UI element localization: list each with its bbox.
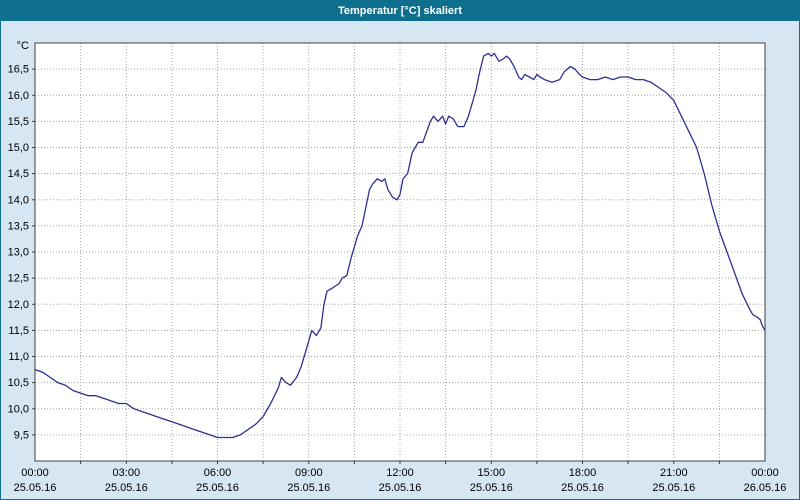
y-tick-label: 13,5 <box>8 220 29 232</box>
temperature-line-chart: 16,5 16,0 15,5 15,0 14,5 14,0 13,5 13,0 12,5 12,0… <box>8 40 787 494</box>
y-tick-label: 10,5 <box>8 377 29 389</box>
x-tick-time: 12:00 <box>386 467 414 479</box>
y-tick-label: 13,0 <box>8 247 29 259</box>
y-tick-label: 11,0 <box>8 351 29 363</box>
y-tick-label: 14,5 <box>8 168 29 180</box>
y-tick-label: 12,0 <box>8 299 29 311</box>
chart-area: 16,5 16,0 15,5 15,0 14,5 14,0 13,5 13,0 12,5 12,0… <box>1 21 799 499</box>
x-tick-time: 15:00 <box>478 467 506 479</box>
y-tick-label: 14,0 <box>8 194 29 206</box>
x-tick-date: 25.05.16 <box>652 482 695 494</box>
y-tick-label: 9,5 <box>14 429 29 441</box>
x-tick-date: 25.05.16 <box>470 482 513 494</box>
x-tick-date: 25.05.16 <box>196 482 239 494</box>
y-tick-label: 10,0 <box>8 403 29 415</box>
x-tick-time: 00:00 <box>21 467 49 479</box>
chart-title: Temperatur [°C] skaliert <box>337 5 462 17</box>
x-tick-time: 00:00 <box>751 467 779 479</box>
plot-border <box>34 42 766 462</box>
y-tick-label: 15,5 <box>8 116 29 128</box>
x-tick-date: 25.05.16 <box>287 482 330 494</box>
y-axis-unit: °C <box>17 40 29 52</box>
x-tick-time: 21:00 <box>660 467 688 479</box>
x-tick-time: 18:00 <box>569 467 597 479</box>
y-tick-label: 16,0 <box>8 90 29 102</box>
x-tick-date: 25.05.16 <box>379 482 422 494</box>
y-tick-label: 16,5 <box>8 64 29 76</box>
x-tick-date: 26.05.16 <box>744 482 787 494</box>
x-tick-time: 06:00 <box>204 467 232 479</box>
x-tick-time: 09:00 <box>295 467 323 479</box>
x-tick-date: 25.05.16 <box>561 482 604 494</box>
plot-background <box>35 43 765 461</box>
x-tick-time: 03:00 <box>113 467 141 479</box>
title-bar: Temperatur [°C] skaliert <box>1 1 799 21</box>
temperature-series-line <box>34 52 766 439</box>
x-tick-date: 25.05.16 <box>14 482 57 494</box>
y-tick-label: 15,0 <box>8 142 29 154</box>
y-tick-label: 11,5 <box>8 325 29 337</box>
y-tick-label: 12,5 <box>8 273 29 285</box>
x-tick-date: 25.05.16 <box>105 482 148 494</box>
